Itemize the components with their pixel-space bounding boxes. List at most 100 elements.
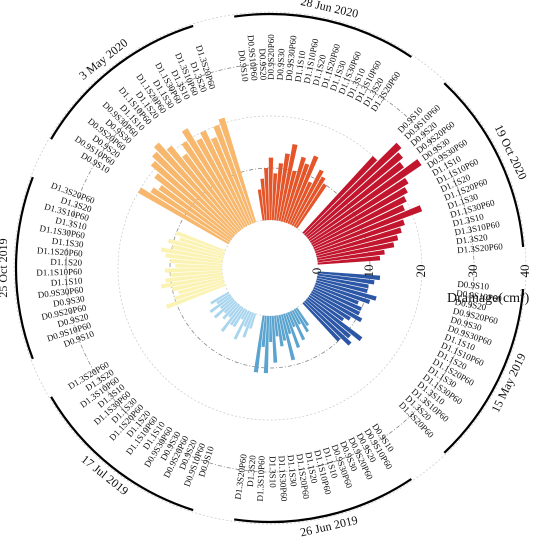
bar [213, 299, 235, 319]
grid-ring [221, 219, 319, 317]
bar [314, 284, 359, 305]
bar [210, 291, 230, 305]
group-arc [234, 12, 412, 58]
bar [150, 160, 235, 237]
bar [222, 302, 239, 320]
bar [152, 151, 237, 236]
bar [269, 315, 273, 343]
bar [316, 278, 368, 294]
grid-ring [65, 63, 475, 473]
category-label: D1.1S20 [50, 257, 82, 268]
group-arc [443, 288, 525, 454]
group-date-label: 19 Oct 2020 [492, 122, 530, 182]
y-tick-label: 10 [361, 265, 376, 278]
bar [311, 291, 363, 323]
group-arc [50, 24, 194, 140]
bar [170, 270, 223, 278]
bar [264, 168, 270, 221]
bar [171, 277, 224, 292]
category-label: D1.3S20P60 [457, 241, 504, 255]
bar [154, 173, 234, 239]
axis-title-main: Drainage(cm [447, 291, 520, 306]
bar [293, 308, 310, 333]
category-label: D1.1S30P60 [277, 455, 290, 502]
bar [260, 178, 267, 221]
bar [137, 187, 230, 245]
grid-ring [13, 11, 527, 525]
y-tick-label: 0 [309, 268, 324, 275]
bar [196, 138, 248, 227]
bar [232, 308, 246, 328]
bar [316, 275, 369, 289]
bar [218, 117, 257, 223]
group-date-label: 25 Oct 2019 [0, 238, 10, 297]
category-label: D0.9S10 [457, 279, 490, 292]
bar [167, 238, 224, 257]
bar [308, 294, 345, 322]
bar [285, 312, 301, 349]
bar [302, 302, 341, 342]
bar [211, 137, 252, 225]
bar [179, 237, 225, 255]
bar [317, 273, 375, 285]
bar [317, 255, 381, 265]
bar [291, 169, 324, 227]
axis-title-tail: ) [525, 291, 530, 306]
category-label: D1.1S10 [50, 276, 83, 288]
bar [160, 275, 223, 289]
bar [305, 298, 351, 339]
group-date-label: 26 Jun 2019 [299, 513, 359, 540]
category-labels: D0.9S10D0.9S10P60D0.9S20D0.9S20P60D0.9S3… [36, 34, 504, 502]
category-label: D0.9S30 [275, 48, 287, 81]
bar [249, 313, 257, 329]
bar [153, 142, 239, 234]
bar [309, 293, 351, 321]
bar [316, 242, 395, 261]
category-label: D1.1S30 [51, 236, 84, 250]
bar [308, 159, 422, 242]
bar [293, 176, 326, 228]
category-label: D0.9S20 [257, 48, 268, 81]
y-tick-label: 40 [517, 265, 532, 278]
bar [160, 247, 223, 261]
bar [295, 183, 327, 229]
bar [289, 181, 313, 225]
group-arcs [14, 12, 525, 524]
bar [240, 309, 248, 320]
group-arc [14, 176, 34, 360]
radial-axis: Drainage(cm3) 0 10 20 30 40 [309, 265, 532, 307]
group-arc [443, 82, 525, 248]
bar [158, 185, 232, 241]
bar [304, 300, 352, 346]
bar [313, 286, 362, 312]
bar [165, 272, 223, 283]
bar [304, 142, 402, 236]
bar [276, 315, 284, 347]
bar [289, 311, 306, 341]
bar [257, 189, 265, 221]
bar [280, 314, 296, 361]
bar [305, 152, 404, 238]
bar [271, 173, 278, 221]
bar [309, 177, 409, 243]
bar [278, 144, 298, 222]
bar [276, 153, 290, 221]
bar [223, 300, 237, 314]
bar [243, 311, 252, 327]
bar [295, 307, 310, 327]
bar [181, 140, 244, 229]
bar [200, 130, 250, 226]
group-arc [234, 478, 412, 524]
category-label: D1.3S20 [455, 232, 488, 246]
bar [233, 310, 250, 340]
bar [171, 244, 224, 259]
bar [213, 124, 254, 224]
bar [271, 315, 278, 363]
bar [181, 128, 246, 228]
bar [182, 153, 242, 231]
y-tick-label: 30 [465, 265, 480, 278]
bar [150, 187, 231, 243]
category-label: D0.9S30P60 [284, 34, 299, 81]
category-label: D1.3S20 [245, 454, 258, 487]
